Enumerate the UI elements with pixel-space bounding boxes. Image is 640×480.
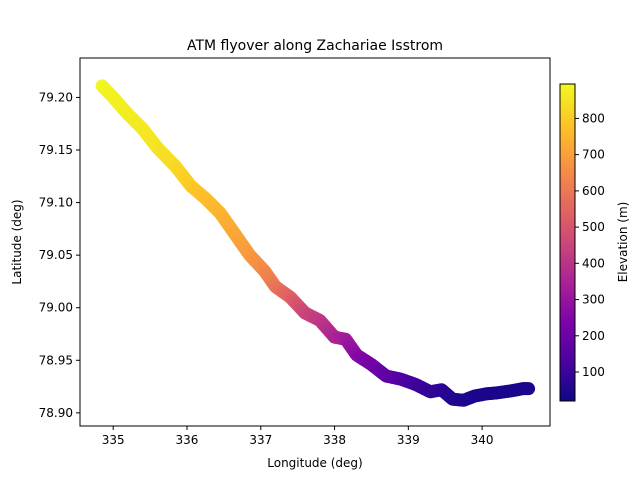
colorbar-tick-label: 600 (582, 184, 605, 198)
colorbar-tick-label: 400 (582, 256, 605, 270)
y-tick-label: 79.20 (39, 90, 73, 104)
chart-title: ATM flyover along Zachariae Isstrom (187, 38, 443, 54)
x-tick-label: 336 (176, 433, 199, 447)
colorbar-tick-label: 500 (582, 220, 605, 234)
scatter-point (522, 382, 536, 396)
y-tick-label: 79.05 (39, 248, 73, 262)
plot-frame (79, 57, 551, 427)
x-tick-label: 340 (471, 433, 494, 447)
colorbar-tick-label: 700 (582, 148, 605, 162)
colorbar-tick-label: 300 (582, 293, 605, 307)
y-tick-label: 79.15 (39, 143, 73, 157)
x-tick-label: 335 (102, 433, 125, 447)
x-axis: 335 336 337 338 339 340 (102, 426, 494, 447)
x-tick-label: 338 (323, 433, 346, 447)
colorbar-label: Elevation (m) (616, 202, 630, 283)
colorbar-tick-label: 200 (582, 329, 605, 343)
x-axis-label: Longitude (deg) (267, 456, 362, 470)
scatter-points (95, 79, 536, 407)
colorbar-tick-label: 800 (582, 111, 605, 125)
y-tick-label: 79.10 (39, 196, 73, 210)
y-tick-label: 78.90 (39, 406, 73, 420)
colorbar (559, 83, 576, 402)
colorbar-axis: 100 200 300 400 500 600 700 800 (575, 111, 605, 379)
y-tick-label: 79.00 (39, 301, 73, 315)
y-axis-label: Latitude (deg) (10, 199, 24, 284)
colorbar-tick-label: 100 (582, 365, 605, 379)
x-tick-label: 337 (249, 433, 272, 447)
y-axis: 78.90 78.95 79.00 79.05 79.10 79.15 79.20 (39, 90, 80, 420)
x-tick-label: 339 (397, 433, 420, 447)
y-tick-label: 78.95 (39, 353, 73, 367)
